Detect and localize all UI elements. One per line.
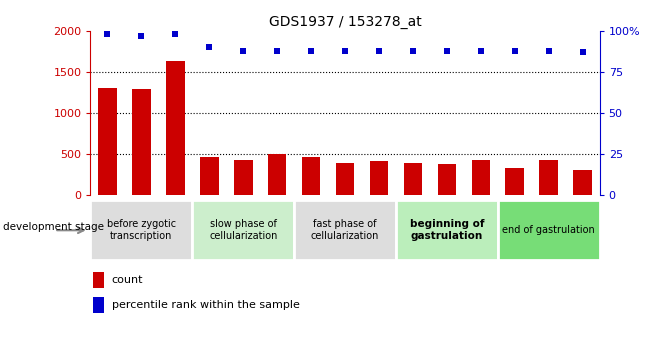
FancyBboxPatch shape xyxy=(192,200,294,260)
Bar xyxy=(132,89,151,195)
Point xyxy=(543,48,554,53)
Text: development stage: development stage xyxy=(3,222,105,232)
Bar xyxy=(166,61,185,195)
Bar xyxy=(268,154,287,195)
Bar xyxy=(403,164,422,195)
Point xyxy=(578,50,588,55)
Bar xyxy=(472,160,490,195)
Text: fast phase of
cellularization: fast phase of cellularization xyxy=(311,219,379,241)
Point xyxy=(340,48,350,53)
Point xyxy=(442,48,452,53)
Bar xyxy=(234,160,253,195)
Bar xyxy=(302,157,320,195)
FancyBboxPatch shape xyxy=(396,200,498,260)
Point xyxy=(136,33,147,39)
Text: beginning of
gastrulation: beginning of gastrulation xyxy=(409,219,484,241)
Bar xyxy=(98,88,117,195)
Text: percentile rank within the sample: percentile rank within the sample xyxy=(112,300,299,310)
Point xyxy=(476,48,486,53)
Point xyxy=(204,45,214,50)
Bar xyxy=(505,168,524,195)
Point xyxy=(306,48,316,53)
FancyBboxPatch shape xyxy=(294,200,396,260)
Point xyxy=(509,48,520,53)
Bar xyxy=(93,297,105,313)
Text: before zygotic
transcription: before zygotic transcription xyxy=(107,219,176,241)
Point xyxy=(102,31,113,37)
Bar xyxy=(336,163,354,195)
Bar xyxy=(370,161,389,195)
Text: count: count xyxy=(112,275,143,285)
Point xyxy=(374,48,385,53)
Point xyxy=(407,48,418,53)
Point xyxy=(272,48,283,53)
Text: slow phase of
cellularization: slow phase of cellularization xyxy=(209,219,277,241)
Title: GDS1937 / 153278_at: GDS1937 / 153278_at xyxy=(269,14,421,29)
FancyBboxPatch shape xyxy=(90,200,192,260)
Text: end of gastrulation: end of gastrulation xyxy=(502,225,595,235)
Point xyxy=(238,48,249,53)
Point xyxy=(170,31,181,37)
FancyBboxPatch shape xyxy=(498,200,600,260)
Bar xyxy=(200,157,218,195)
Bar xyxy=(539,160,558,195)
Bar xyxy=(574,170,592,195)
Bar xyxy=(93,272,105,288)
Bar xyxy=(438,164,456,195)
